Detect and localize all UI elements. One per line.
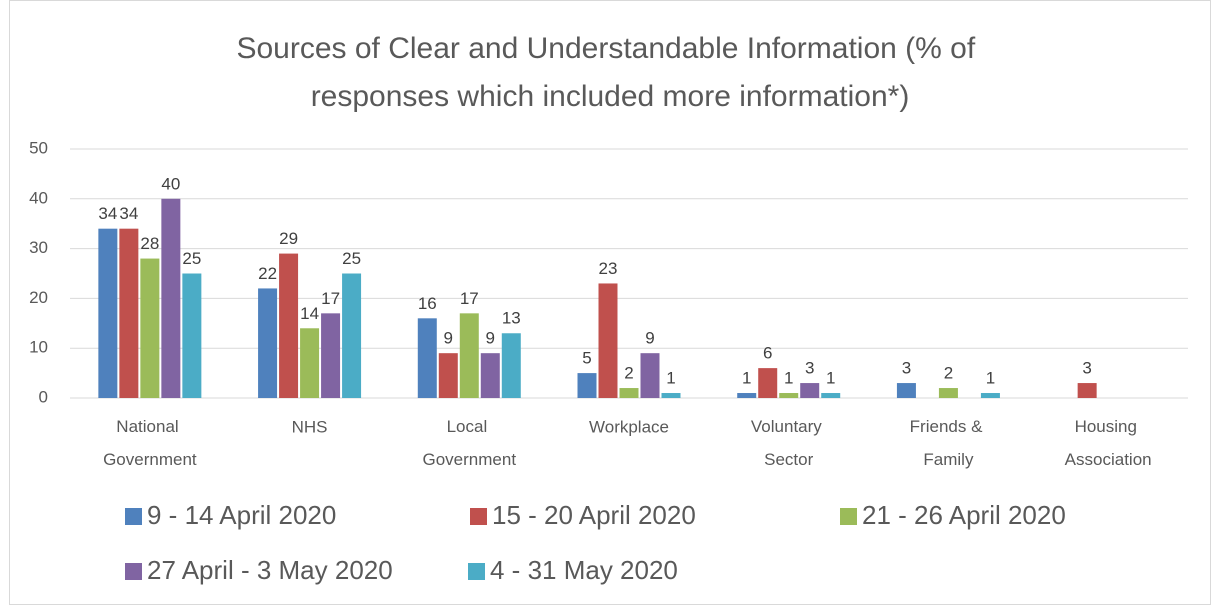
legend-swatch bbox=[470, 508, 487, 525]
bar bbox=[279, 253, 299, 398]
x-tick-label: National Government bbox=[103, 417, 197, 469]
value-label: 1 bbox=[986, 369, 995, 388]
bar bbox=[779, 393, 799, 398]
bar bbox=[821, 393, 841, 398]
bar bbox=[758, 368, 778, 398]
y-tick-label: 40 bbox=[29, 188, 48, 207]
value-label: 23 bbox=[599, 259, 618, 278]
value-label: 3 bbox=[1082, 359, 1091, 378]
value-label: 2 bbox=[944, 364, 953, 383]
bar bbox=[182, 273, 202, 398]
bar bbox=[300, 328, 320, 398]
value-label: 1 bbox=[742, 369, 751, 388]
value-label: 25 bbox=[342, 249, 361, 268]
bar bbox=[438, 353, 458, 398]
y-tick-label: 30 bbox=[29, 238, 48, 257]
y-tick-label: 0 bbox=[39, 387, 48, 406]
value-label: 22 bbox=[258, 264, 277, 283]
value-label: 34 bbox=[98, 204, 117, 223]
y-tick-label: 50 bbox=[29, 138, 48, 157]
value-label: 2 bbox=[624, 364, 633, 383]
legend-label: 15 - 20 April 2020 bbox=[492, 500, 696, 530]
legend-label: 27 April - 3 May 2020 bbox=[147, 555, 393, 585]
bar bbox=[321, 313, 341, 398]
bar bbox=[737, 393, 757, 398]
bar bbox=[800, 383, 820, 398]
bar bbox=[140, 258, 160, 398]
value-label: 9 bbox=[645, 329, 654, 348]
x-tick-label: Friends & Family bbox=[910, 417, 987, 469]
chart-title: Sources of Clear and Understandable Info… bbox=[236, 32, 983, 113]
bar bbox=[896, 383, 916, 398]
bar bbox=[980, 393, 1000, 398]
bar bbox=[640, 353, 660, 398]
value-label: 1 bbox=[826, 369, 835, 388]
legend-swatch bbox=[468, 563, 485, 580]
legend-label: 21 - 26 April 2020 bbox=[862, 500, 1066, 530]
bar bbox=[1077, 383, 1097, 398]
value-label: 1 bbox=[784, 369, 793, 388]
value-label: 16 bbox=[418, 294, 437, 313]
x-tick-label: Housing Association bbox=[1065, 417, 1152, 469]
value-label: 28 bbox=[140, 234, 159, 253]
x-tick-label: Workplace bbox=[589, 417, 669, 436]
bar bbox=[98, 228, 118, 398]
value-label: 9 bbox=[444, 329, 453, 348]
value-label: 13 bbox=[502, 309, 521, 328]
bar bbox=[938, 388, 958, 398]
y-tick-label: 10 bbox=[29, 338, 48, 357]
value-label: 14 bbox=[300, 304, 319, 323]
value-label: 6 bbox=[763, 344, 772, 363]
value-label: 17 bbox=[460, 289, 479, 308]
value-label: 3 bbox=[805, 359, 814, 378]
value-label: 17 bbox=[321, 289, 340, 308]
legend-label: 4 - 31 May 2020 bbox=[490, 555, 678, 585]
x-tick-label: Voluntary Sector bbox=[751, 417, 827, 469]
value-label: 1 bbox=[666, 369, 675, 388]
x-tick-label: NHS bbox=[292, 417, 328, 436]
value-label: 5 bbox=[582, 349, 591, 368]
bar bbox=[501, 333, 521, 398]
legend-swatch bbox=[125, 563, 142, 580]
y-tick-label: 20 bbox=[29, 288, 48, 307]
bar bbox=[459, 313, 479, 398]
bar bbox=[161, 198, 181, 398]
value-label: 40 bbox=[161, 174, 180, 193]
bar bbox=[619, 388, 639, 398]
bar bbox=[417, 318, 437, 398]
bar bbox=[577, 373, 597, 398]
bar bbox=[119, 228, 139, 398]
bar bbox=[480, 353, 500, 398]
value-label: 34 bbox=[119, 204, 138, 223]
legend-label: 9 - 14 April 2020 bbox=[147, 500, 336, 530]
value-label: 3 bbox=[902, 359, 911, 378]
legend-swatch bbox=[840, 508, 857, 525]
legend-swatch bbox=[125, 508, 142, 525]
value-label: 25 bbox=[182, 249, 201, 268]
bar bbox=[598, 283, 618, 398]
bar bbox=[258, 288, 278, 398]
x-tick-label: Local Government bbox=[423, 417, 517, 469]
bar bbox=[342, 273, 362, 398]
value-label: 29 bbox=[279, 229, 298, 248]
bar bbox=[661, 393, 681, 398]
value-label: 9 bbox=[486, 329, 495, 348]
